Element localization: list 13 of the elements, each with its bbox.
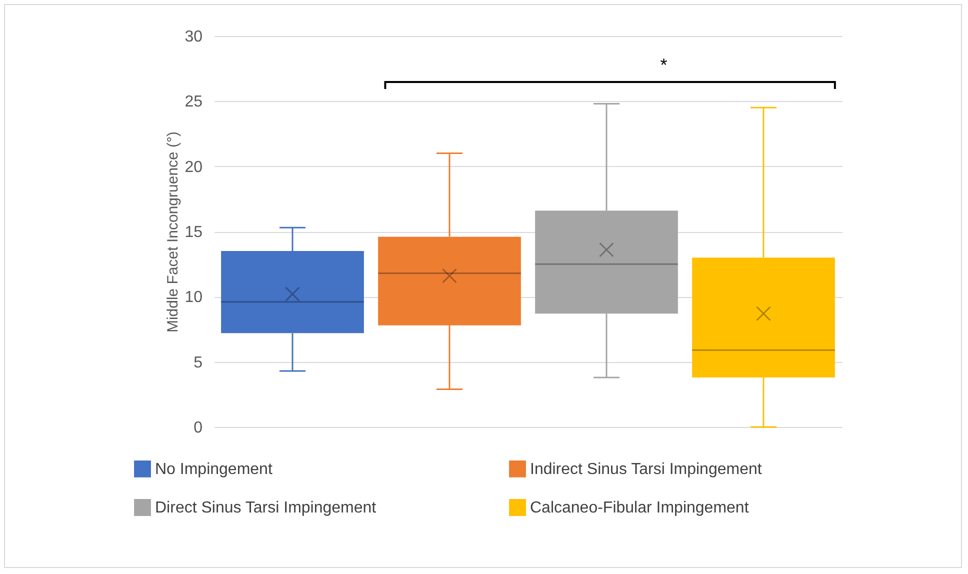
y-tick-label: 15: [184, 224, 203, 241]
y-tick-label: 0: [194, 420, 203, 436]
y-tick-label: 5: [194, 354, 203, 372]
legend-label: No Impingement: [155, 460, 273, 478]
annotation: *: [660, 55, 668, 75]
legend-label: Calcaneo-Fibular Impingement: [530, 500, 750, 516]
legend-label: Direct Sinus Tarsi Impingement: [155, 500, 377, 516]
y-tick-label: 10: [184, 289, 203, 306]
y-tick-label: 30: [184, 28, 203, 46]
y-axis-title: Middle Facet Incongruence (°): [164, 131, 182, 333]
y-tick-label: 25: [184, 94, 203, 111]
legend-label: Indirect Sinus Tarsi Impingement: [530, 460, 762, 478]
y-tick-label: 20: [184, 158, 203, 176]
